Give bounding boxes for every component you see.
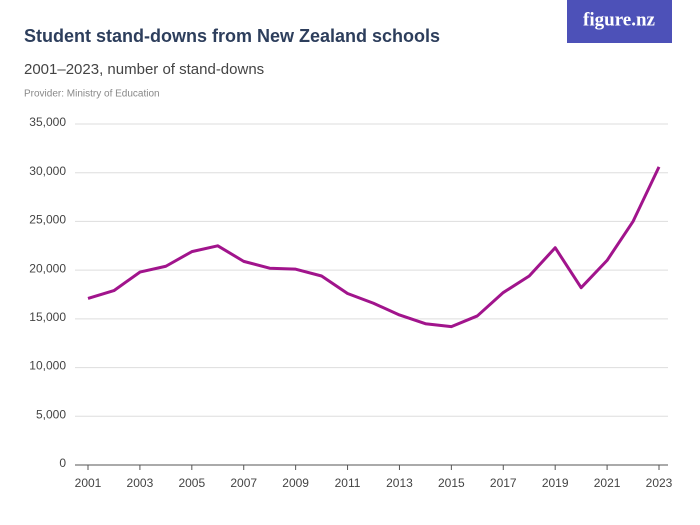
chart-title: Student stand-downs from New Zealand sch… xyxy=(24,26,440,46)
x-tick-label: 2021 xyxy=(594,476,621,490)
x-tick-label: 2017 xyxy=(490,476,517,490)
y-tick-label: 10,000 xyxy=(29,359,66,373)
chart-source: Provider: Ministry of Education xyxy=(24,89,160,100)
x-tick-label: 2009 xyxy=(282,476,309,490)
y-tick-label: 0 xyxy=(59,456,66,470)
x-tick-label: 2003 xyxy=(127,476,154,490)
y-tick-label: 5,000 xyxy=(36,407,66,421)
logo-box xyxy=(567,0,672,43)
chart-subtitle: 2001–2023, number of stand-downs xyxy=(24,61,264,78)
line-series xyxy=(87,166,661,329)
y-tick-label: 25,000 xyxy=(29,213,66,227)
x-tick-label: 2007 xyxy=(230,476,257,490)
x-tick-label: 2001 xyxy=(75,476,102,490)
x-tick-label: 2019 xyxy=(542,476,569,490)
x-tick-label: 2011 xyxy=(335,476,361,490)
x-tick-label: 2015 xyxy=(438,476,465,490)
y-tick-label: 30,000 xyxy=(29,164,66,178)
x-tick-label: 2013 xyxy=(386,476,413,490)
x-tick-label: 2005 xyxy=(178,476,205,490)
y-tick-label: 20,000 xyxy=(29,261,66,275)
x-tick-label: 2023 xyxy=(646,476,673,490)
y-tick-label: 15,000 xyxy=(29,310,66,324)
logo: figure.nz xyxy=(583,9,656,30)
y-tick-label: 35,000 xyxy=(29,115,66,129)
